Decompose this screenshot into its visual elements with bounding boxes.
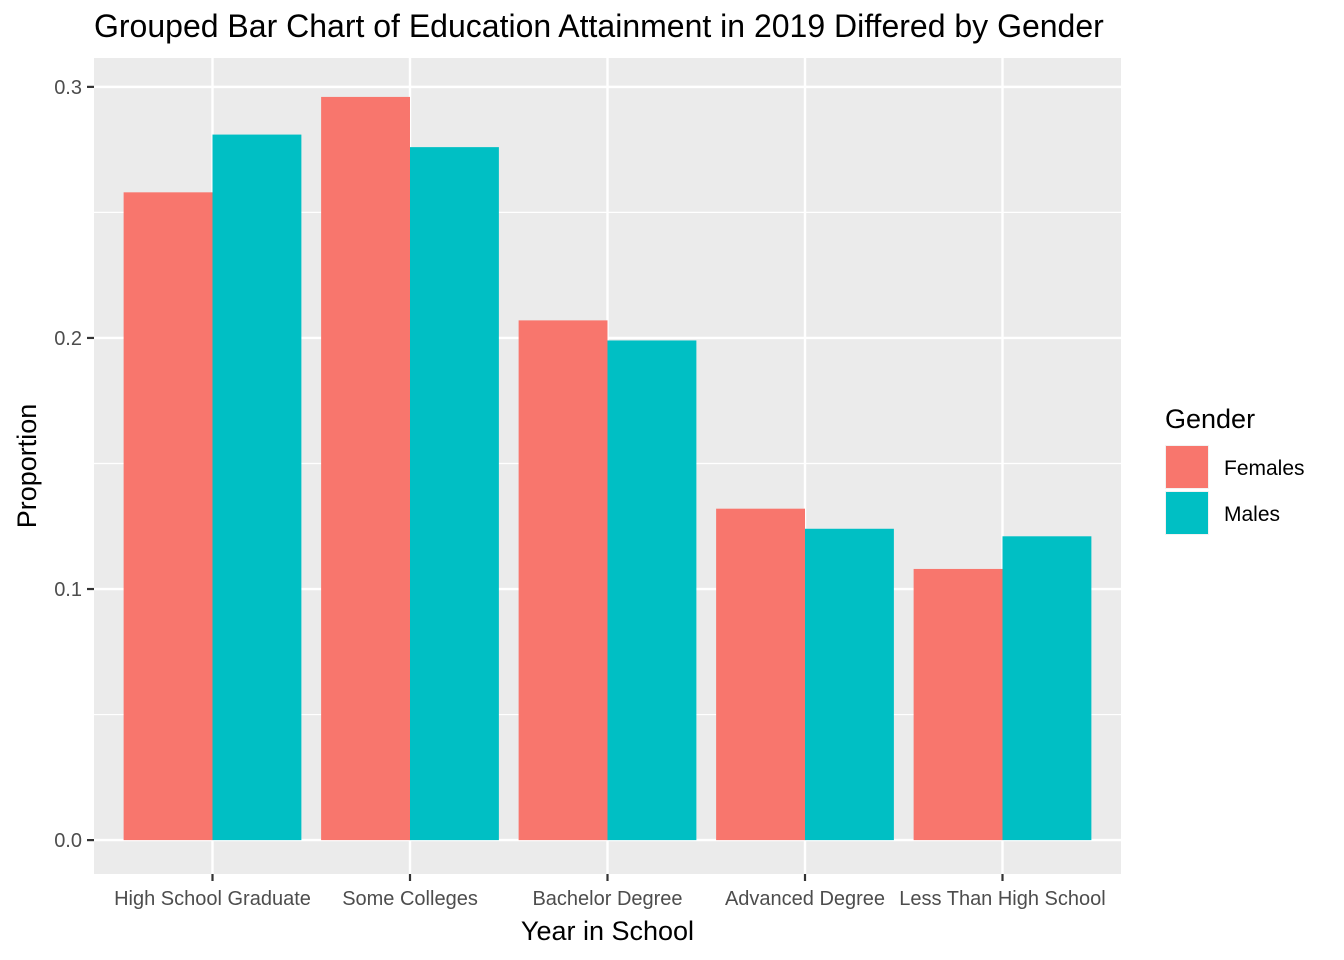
bar-females	[321, 96, 410, 841]
y-axis-title: Proportion	[12, 404, 42, 529]
x-tick-label: High School Graduate	[114, 888, 311, 910]
y-axis: 0.0 0.1 0.2 0.3	[54, 77, 94, 852]
x-tick-label: Some Colleges	[342, 888, 478, 910]
bars	[123, 96, 1092, 841]
legend-key-males	[1166, 492, 1208, 534]
y-tick-label: 0.2	[54, 328, 82, 350]
bar-females	[716, 508, 805, 841]
chart-title: Grouped Bar Chart of Education Attainmen…	[94, 8, 1104, 44]
x-axis: High School Graduate Some Colleges Bachelo…	[114, 874, 1106, 910]
legend-title: Gender	[1165, 404, 1255, 434]
bar-females	[518, 320, 608, 841]
bar-females	[123, 192, 213, 841]
y-tick-label: 0.0	[54, 830, 82, 852]
x-tick-label: Less Than High School	[899, 888, 1105, 910]
legend: Gender Females Males	[1165, 404, 1305, 535]
x-axis-title: Year in School	[521, 916, 694, 946]
bar-females	[913, 568, 1003, 841]
bar-males	[410, 147, 499, 841]
y-tick-label: 0.3	[54, 77, 82, 99]
bar-males	[1002, 536, 1092, 841]
legend-label-females: Females	[1224, 457, 1305, 480]
bar-males	[607, 340, 697, 841]
y-tick-label: 0.1	[54, 579, 82, 601]
bar-males	[805, 528, 894, 841]
legend-label-males: Males	[1224, 503, 1280, 526]
x-tick-label: Advanced Degree	[725, 888, 885, 910]
x-tick-label: Bachelor Degree	[532, 888, 682, 910]
legend-key-females	[1166, 446, 1208, 488]
bar-males	[212, 134, 302, 841]
